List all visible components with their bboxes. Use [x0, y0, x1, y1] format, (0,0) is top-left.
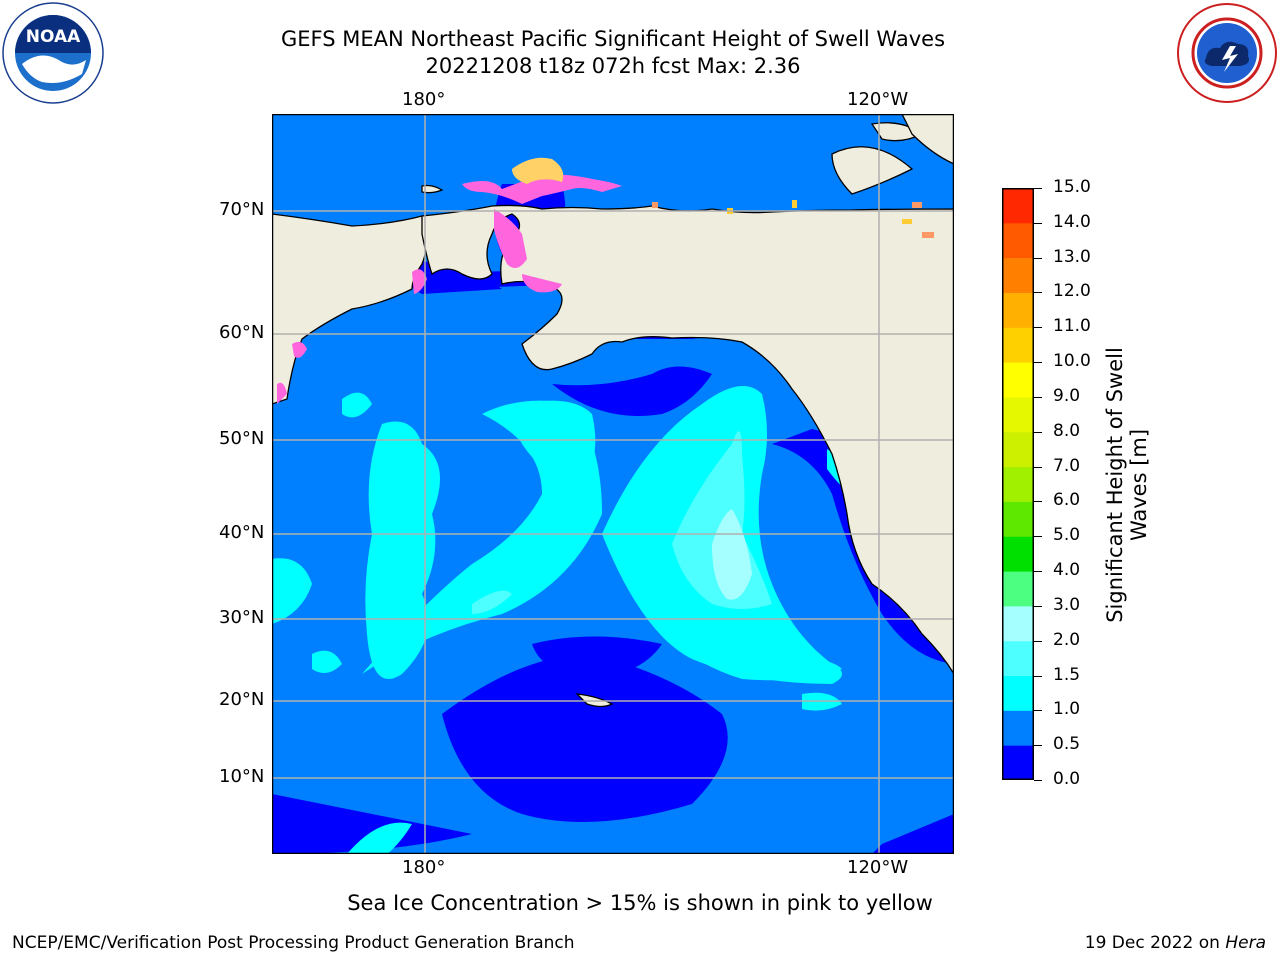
colorbar-bin	[1002, 640, 1034, 677]
colorbar-bin	[1002, 710, 1034, 746]
lat-label-30n: 30°N	[219, 607, 265, 628]
colorbar-title-line2: Waves [m]	[1127, 428, 1151, 542]
colorbar-tick-label: 0.0	[1053, 769, 1081, 789]
colorbar-tick	[1034, 501, 1042, 502]
colorbar-tick-label: 12.0	[1053, 281, 1091, 301]
colorbar-tick-label: 15.0	[1053, 177, 1091, 197]
colorbar-bin	[1002, 327, 1034, 363]
colorbar-tick	[1034, 362, 1042, 363]
lon-label-top-120w: 120°W	[847, 89, 909, 110]
lat-label-60n: 60°N	[219, 322, 265, 343]
colorbar-tick	[1034, 397, 1042, 398]
colorbar-tick-label: 1.0	[1053, 699, 1081, 719]
lat-label-10n: 10°N	[219, 766, 265, 787]
colorbar-tick-label: 13.0	[1053, 247, 1091, 267]
colorbar-bin	[1002, 292, 1034, 328]
colorbar-tick-label: 14.0	[1053, 212, 1091, 232]
colorbar-tick	[1034, 571, 1042, 572]
colorbar-tick-label: 3.0	[1053, 595, 1081, 615]
map-plot-area	[272, 114, 954, 854]
map-title: GEFS MEAN Northeast Pacific Significant …	[280, 27, 946, 51]
swell-field-2.0-3.0	[712, 509, 752, 600]
colorbar-tick	[1034, 223, 1042, 224]
lat-label-20n: 20°N	[219, 689, 265, 710]
colorbar-bin	[1002, 257, 1034, 293]
colorbar-tick-label: 7.0	[1053, 456, 1081, 476]
colorbar-bin	[1002, 536, 1034, 572]
colorbar-tick-label: 1.5	[1053, 665, 1081, 685]
colorbar-frame	[1002, 188, 1034, 780]
credit-date-text: 19 Dec 2022 on	[1084, 933, 1226, 953]
colorbar-bin	[1002, 431, 1034, 468]
lon-label-bottom-120w: 120°W	[847, 857, 909, 878]
colorbar-tick-label: 8.0	[1053, 421, 1081, 441]
land-masses	[272, 114, 954, 708]
map-frame	[272, 114, 954, 854]
colorbar-bin	[1002, 501, 1034, 537]
colorbar-bin	[1002, 675, 1034, 711]
colorbar-tick-label: 10.0	[1053, 351, 1091, 371]
colorbar-bin	[1002, 466, 1034, 502]
colorbar-tick	[1034, 188, 1042, 189]
colorbar-bin	[1002, 396, 1034, 433]
colorbar-bin	[1002, 571, 1034, 607]
colorbar-bin	[1002, 222, 1034, 259]
colorbar-bin	[1002, 362, 1034, 398]
sea-ice-note: Sea Ice Concentration > 15% is shown in …	[347, 891, 933, 915]
noaa-logo: NOAA	[2, 2, 104, 104]
lat-label-70n: 70°N	[219, 199, 265, 220]
lon-label-bottom-180: 180°	[402, 857, 446, 878]
graticule	[272, 114, 954, 854]
noaa-logo-text: NOAA	[26, 27, 81, 47]
colorbar-tick	[1034, 258, 1042, 259]
colorbar-tick	[1034, 710, 1042, 711]
colorbar-tick	[1034, 745, 1042, 746]
colorbar-tick	[1034, 676, 1042, 677]
colorbar-tick	[1034, 327, 1042, 328]
sea-ice-layer	[277, 157, 934, 404]
colorbar-tick-label: 6.0	[1053, 490, 1081, 510]
colorbar-title-line1: Significant Height of Swell	[1103, 347, 1127, 623]
colorbar-tick	[1034, 780, 1042, 781]
colorbar-tick	[1034, 606, 1042, 607]
colorbar-tick-label: 9.0	[1053, 386, 1081, 406]
credit-branch: NCEP/EMC/Verification Post Processing Pr…	[12, 933, 575, 953]
lon-label-top-180: 180°	[402, 89, 446, 110]
credit-machine: Hera	[1225, 933, 1266, 953]
colorbar-tick	[1034, 292, 1042, 293]
colorbar-bin	[1002, 188, 1034, 224]
colorbar-tick-label: 5.0	[1053, 525, 1081, 545]
colorbar-title: Significant Height of Swell Waves [m]	[1103, 347, 1151, 623]
colorbar	[1002, 188, 1034, 780]
map-subtitle: 20221208 t18z 072h fcst Max: 2.36	[425, 54, 801, 78]
colorbar-tick	[1034, 467, 1042, 468]
colorbar-bin	[1002, 605, 1034, 642]
colorbar-tick	[1034, 641, 1042, 642]
colorbar-tick-label: 0.5	[1053, 734, 1081, 754]
colorbar-bin	[1002, 745, 1034, 780]
nws-logo	[1177, 3, 1277, 103]
colorbar-tick	[1034, 432, 1042, 433]
credit-date: 19 Dec 2022 on Hera	[1085, 933, 1266, 953]
colorbar-tick	[1034, 536, 1042, 537]
colorbar-tick-label: 2.0	[1053, 630, 1081, 650]
lat-label-50n: 50°N	[219, 428, 265, 449]
colorbar-tick-label: 11.0	[1053, 316, 1091, 336]
colorbar-tick-label: 4.0	[1053, 560, 1081, 580]
lat-label-40n: 40°N	[219, 522, 265, 543]
